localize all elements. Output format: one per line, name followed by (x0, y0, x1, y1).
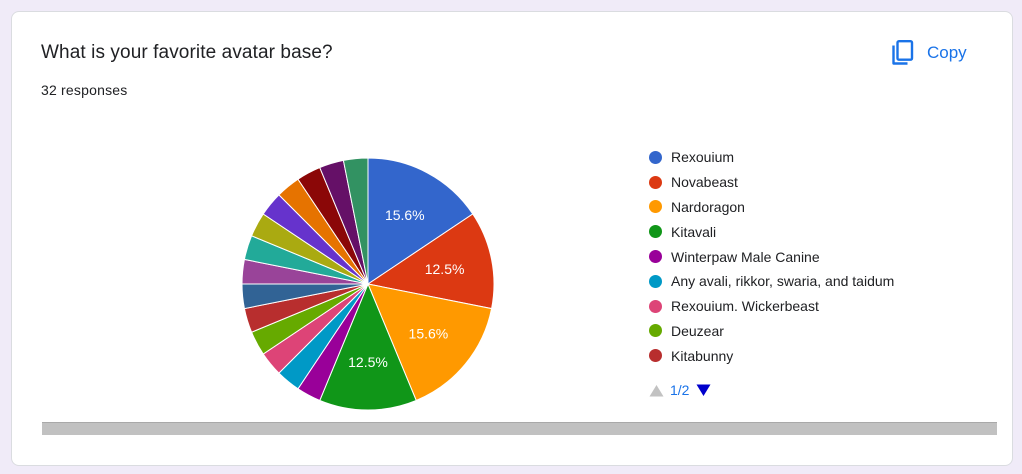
legend-label: Nardoragon (671, 198, 745, 215)
legend-label: Deuzear (671, 322, 724, 339)
legend-item: Rexouium (649, 145, 894, 170)
legend-label: Winterpaw Male Canine (671, 248, 820, 265)
legend-swatch (649, 250, 662, 264)
legend-item: Deuzear (649, 319, 894, 344)
pie-slice[interactable] (342, 157, 369, 285)
triangle-down-icon (696, 384, 711, 396)
legend-swatch (649, 274, 662, 288)
pie-chart: 15.6% 12.5% 15.6% 12.5% (241, 157, 495, 411)
legend-label: Novabeast (671, 174, 738, 191)
legend-item: Kitavali (649, 219, 894, 244)
question-title: What is your favorite avatar base? (41, 42, 333, 63)
legend-swatch (649, 150, 662, 164)
legend-swatch (649, 175, 662, 189)
legend-label: Rexouium. Wickerbeast (671, 298, 819, 315)
legend-swatch (649, 324, 662, 338)
triangle-up-icon (649, 384, 664, 396)
pie-slice-label: 15.6% (409, 326, 449, 342)
legend-item: Kitabunny (649, 343, 894, 368)
pie-slice-label: 12.5% (425, 261, 465, 277)
copy-button[interactable]: Copy (892, 38, 967, 68)
legend-swatch (649, 200, 662, 214)
legend-swatch (649, 299, 662, 313)
legend-swatch (649, 225, 662, 239)
legend-label: Any avali, rikkor, swaria, and taidum (671, 273, 895, 290)
pie-slice-label: 12.5% (348, 354, 388, 370)
copy-icon (892, 40, 914, 65)
pie-slice[interactable] (319, 282, 417, 411)
chart-legend: Rexouium Novabeast Nardoragon Kitavali Winte… (649, 145, 894, 368)
pie-slice[interactable] (367, 157, 474, 285)
pager-prev-button[interactable] (649, 384, 664, 397)
response-count: 32 responses (41, 82, 128, 98)
question-card: What is your favorite avatar base? 32 re… (11, 11, 1013, 466)
legend-swatch (649, 349, 662, 363)
pie-slice[interactable] (366, 213, 495, 310)
legend-item: Rexouium. Wickerbeast (649, 294, 894, 319)
legend-pager: 1/2 (649, 382, 711, 398)
legend-label: Kitabunny (671, 347, 734, 364)
horizontal-scrollbar[interactable] (42, 422, 997, 435)
legend-item: Novabeast (649, 170, 894, 195)
legend-label: Rexouium (671, 149, 735, 166)
legend-item: Winterpaw Male Canine (649, 244, 894, 269)
pager-label: 1/2 (670, 382, 690, 398)
legend-item: Nardoragon (649, 195, 894, 220)
copy-label: Copy (927, 43, 967, 62)
pie-slice-label: 15.6% (385, 207, 425, 223)
pager-next-button[interactable] (696, 384, 711, 397)
pie-slice[interactable] (367, 283, 493, 402)
legend-item: Any avali, rikkor, swaria, and taidum (649, 269, 894, 294)
legend-label: Kitavali (671, 223, 717, 240)
